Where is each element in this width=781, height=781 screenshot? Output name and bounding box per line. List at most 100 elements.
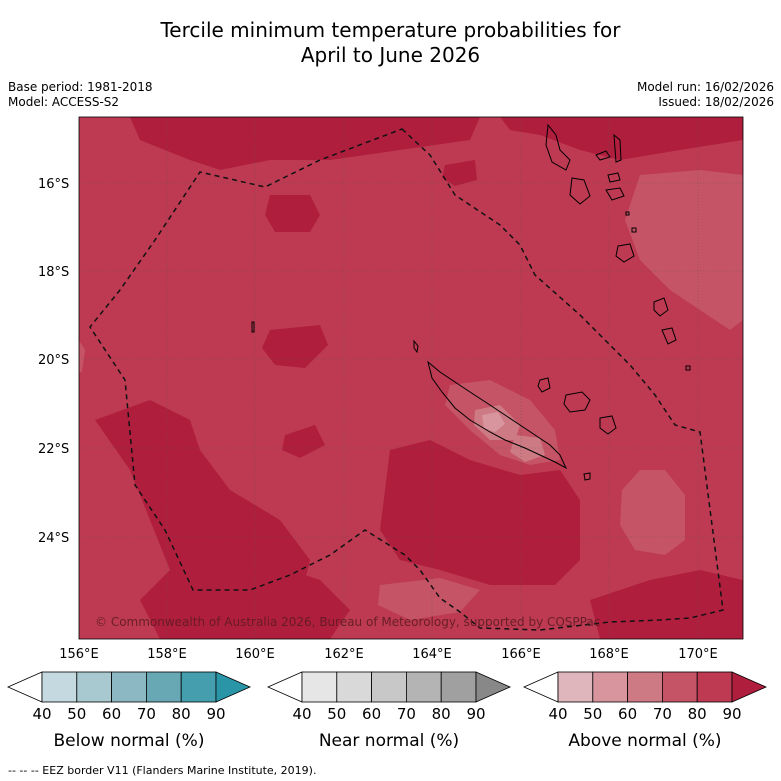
- map-panel: © Commonwealth of Australia 2026, Bureau…: [79, 117, 743, 639]
- lon-label: 158°E: [147, 647, 187, 662]
- meta-left: Base period: 1981-2018 Model: ACCESS-S2: [8, 80, 153, 110]
- model-run-text: Model run: 16/02/2026: [636, 80, 774, 94]
- prob-region-70-east: [625, 170, 743, 330]
- title-line-2: April to June 2026: [300, 43, 481, 67]
- colorbar-tick-label: 90: [466, 705, 486, 723]
- prob-region-70-west-edge: [79, 340, 85, 372]
- lon-label: 170°E: [678, 647, 718, 662]
- colorbar-tick-label: 50: [67, 705, 87, 723]
- prob-region-60-nc2: [510, 435, 545, 462]
- lon-label: 156°E: [59, 647, 99, 662]
- colorbar-segment: [111, 671, 147, 703]
- efate-island: [615, 243, 635, 263]
- prob-region-90-north: [130, 117, 480, 170]
- prob-region-90-blob2: [442, 160, 477, 186]
- lon-label: 164°E: [412, 647, 452, 662]
- colorbar-segment: [592, 671, 628, 703]
- colorbar-segment: [145, 671, 182, 703]
- mare-island: [599, 415, 617, 435]
- colorbar-title: Above normal (%): [568, 731, 722, 751]
- lat-label: 18°S: [38, 265, 69, 280]
- colorbar-tick-label: 80: [171, 705, 191, 723]
- colorbar-segment: [662, 671, 698, 703]
- colorbar-tick-label: 80: [431, 705, 451, 723]
- colorbar-segment: [180, 671, 217, 703]
- colorbar-tick-label: 80: [687, 705, 707, 723]
- prob-region-90-ne: [500, 117, 743, 160]
- new-caledonia-island: [427, 360, 568, 470]
- colorbar-tick-label: 60: [362, 705, 382, 723]
- espiritu-santo-island: [545, 123, 571, 171]
- colorbar-segment: [76, 671, 113, 703]
- isle-of-pines: [583, 472, 591, 481]
- issued-text: Issued: 18/02/2026: [658, 95, 774, 109]
- longitude-labels: 156°E 158°E 160°E 162°E 164°E 166°E 168°…: [59, 647, 718, 662]
- lat-label: 22°S: [38, 442, 69, 457]
- lifou-island: [563, 391, 591, 413]
- colorbar-segment: [696, 671, 733, 703]
- title-line-1: Tercile minimum temperature probabilitie…: [160, 18, 621, 42]
- erromango-island: [653, 297, 669, 317]
- colorbar-segment: [301, 671, 338, 703]
- colorbar-tick-label: 50: [327, 705, 347, 723]
- malakula-island: [569, 177, 591, 205]
- ouvea-island: [537, 377, 551, 393]
- model-text: Model: ACCESS-S2: [8, 95, 120, 109]
- colorbar-title: Below normal (%): [53, 731, 205, 751]
- lon-label: 162°E: [324, 647, 364, 662]
- prob-region-50-nc: [482, 412, 505, 432]
- colorbar-tick-label: 70: [652, 705, 672, 723]
- colorbar-max-arrow: [215, 671, 251, 703]
- colorbar-segment: [371, 671, 407, 703]
- colorbar-segment: [41, 671, 78, 703]
- prob-region-70-se: [620, 470, 685, 555]
- colorbar-segment: [336, 671, 372, 703]
- lon-label: 168°E: [589, 647, 629, 662]
- colorbar-max-arrow: [475, 671, 511, 703]
- lat-label: 16°S: [38, 177, 69, 192]
- epi-island: [605, 187, 625, 201]
- colorbar-min-arrow: [7, 671, 43, 703]
- chart-title: Tercile minimum temperature probabilitie…: [0, 18, 781, 68]
- colorbar-tick-label: 90: [206, 705, 226, 723]
- colorbar-tick-label: 70: [396, 705, 416, 723]
- colorbar-tick-label: 90: [722, 705, 742, 723]
- latitude-labels: 16°S 18°S 20°S 22°S 24°S: [38, 177, 69, 546]
- ambrym-island: [607, 172, 621, 183]
- tanna-island: [661, 327, 677, 345]
- colorbar-title: Near normal (%): [318, 731, 460, 751]
- prob-region-70-south: [378, 578, 480, 620]
- prob-region-90-sw: [175, 560, 350, 639]
- small-islets: [251, 211, 691, 371]
- prob-region-90-south: [380, 440, 580, 585]
- eez-border: [89, 128, 724, 631]
- lon-label: 166°E: [501, 647, 541, 662]
- map-copyright: © Commonwealth of Australia 2026, Bureau…: [95, 615, 600, 629]
- prob-region-90-se: [590, 570, 743, 639]
- colorbar-tick-label: 60: [618, 705, 638, 723]
- colorbar-tick-label: 40: [548, 705, 568, 723]
- colorbar-segment: [627, 671, 663, 703]
- prob-region-90-center-n: [265, 195, 320, 232]
- prob-region-90-blob1: [262, 325, 328, 368]
- colorbar-tick-label: 40: [32, 705, 52, 723]
- colorbar-segment: [557, 671, 594, 703]
- pentecost-island: [613, 133, 622, 163]
- lat-label: 20°S: [38, 353, 69, 368]
- colorbar-segment: [405, 671, 442, 703]
- colorbar-tick-label: 40: [292, 705, 312, 723]
- prob-region-90-blob3: [282, 425, 325, 458]
- lat-label: 24°S: [38, 531, 69, 546]
- belep-islet: [413, 339, 419, 354]
- colorbar-tick-label: 50: [583, 705, 603, 723]
- colorbar-segment: [440, 671, 477, 703]
- lon-label: 160°E: [235, 647, 275, 662]
- base-period-text: Base period: 1981-2018: [8, 80, 153, 94]
- colorbar-min-arrow: [267, 671, 303, 703]
- colorbar-tick-label: 60: [102, 705, 122, 723]
- colorbar-min-arrow: [523, 671, 559, 703]
- meta-right: Model run: 16/02/2026 Issued: 18/02/2026: [637, 80, 774, 110]
- eez-legend-footer: -- -- -- EEZ border V11 (Flanders Marine…: [8, 764, 317, 777]
- map-frame: [78, 116, 744, 640]
